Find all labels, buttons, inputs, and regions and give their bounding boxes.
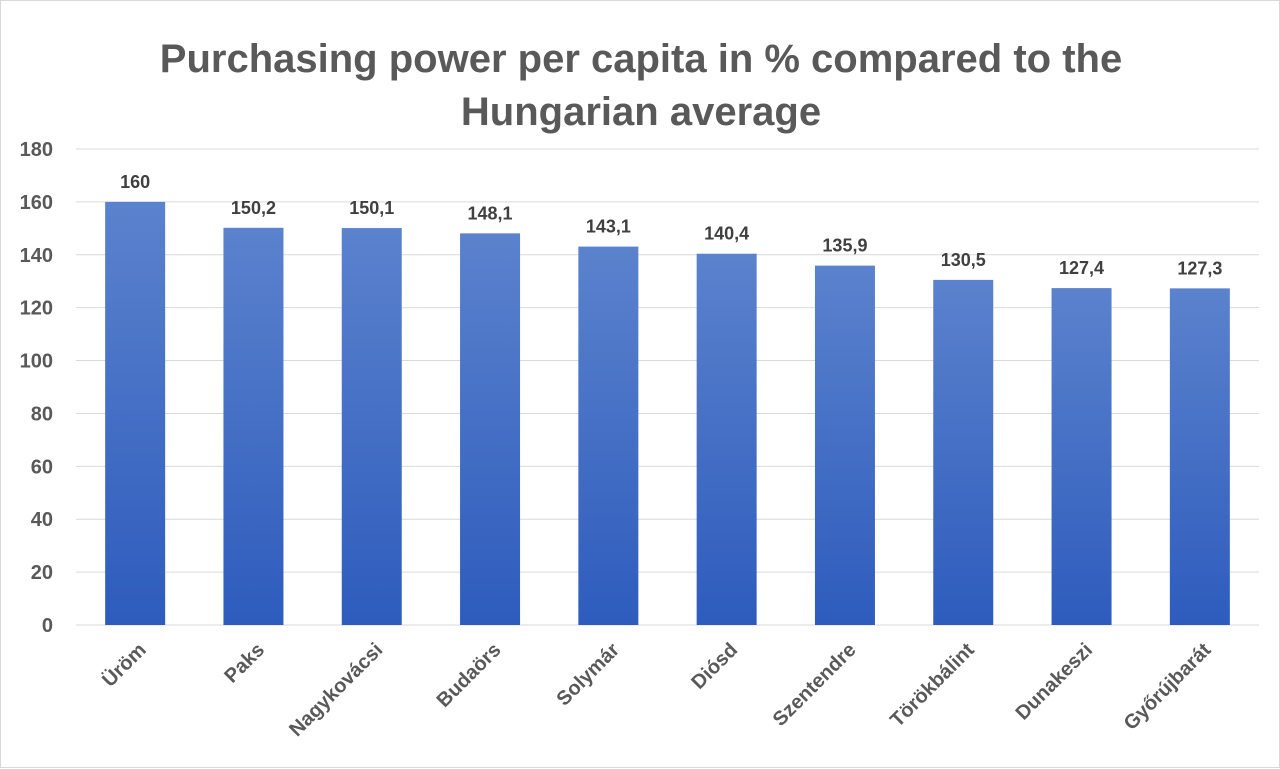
bar: [814, 265, 875, 625]
bar: [1051, 288, 1112, 625]
x-tick-label: Paks: [220, 639, 269, 688]
y-tick-label: 140: [20, 245, 53, 267]
y-tick-label: 100: [20, 351, 53, 373]
data-label: 148,1: [468, 203, 513, 223]
chart-title-line-1: Purchasing power per capita in % compare…: [159, 37, 1123, 81]
x-tick-label: Dunakeszi: [1012, 639, 1098, 725]
y-tick-label: 120: [20, 298, 53, 320]
data-label: 160: [120, 172, 150, 192]
data-label: 150,1: [349, 198, 394, 218]
data-label: 150,2: [231, 198, 276, 218]
data-label: 143,1: [586, 217, 631, 237]
y-tick-label: 40: [31, 509, 53, 531]
bar: [341, 228, 402, 625]
bar: [578, 246, 639, 625]
y-tick-label: 180: [20, 139, 53, 161]
x-tick-label: Diósd: [687, 639, 742, 694]
x-tick-label: Üröm: [97, 638, 150, 691]
bar: [696, 253, 757, 625]
x-tick-label: Nagykovácsi: [285, 639, 387, 741]
y-tick-label: 0: [42, 615, 53, 637]
y-tick-label: 60: [31, 456, 53, 478]
y-tick-label: 20: [31, 562, 53, 584]
x-tick-label: Budaörs: [433, 639, 506, 712]
y-tick-label: 80: [31, 403, 53, 425]
x-tick-label: Törökbálint: [886, 639, 979, 732]
bar: [933, 279, 994, 625]
chart-title: Purchasing power per capita in % compare…: [1, 33, 1280, 139]
data-label: 135,9: [822, 236, 867, 256]
bar: [1169, 288, 1230, 625]
bar: [223, 227, 284, 625]
x-tick-label: Szentendre: [769, 639, 861, 731]
data-label: 140,4: [704, 224, 749, 244]
y-tick-label: 160: [20, 192, 53, 214]
chart-title-line-2: Hungarian average: [460, 90, 822, 134]
bar: [105, 201, 166, 625]
data-label: 130,5: [941, 250, 986, 270]
data-label: 127,4: [1059, 258, 1104, 278]
bar: [460, 233, 521, 625]
data-label: 127,3: [1177, 258, 1222, 278]
x-tick-label: Solymár: [553, 639, 625, 711]
x-tick-label: Győrújbarát: [1120, 639, 1216, 735]
